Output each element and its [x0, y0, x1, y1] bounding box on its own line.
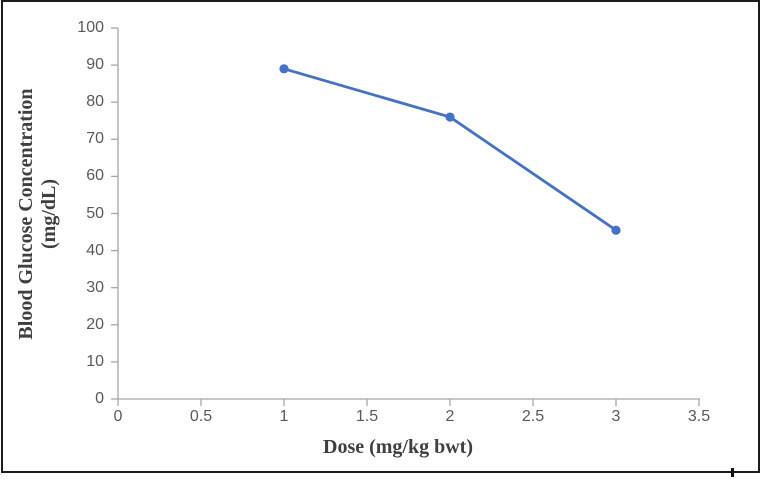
x-tick-label: 1 [279, 408, 289, 425]
series-line [282, 67, 618, 232]
x-tick-label: 2.5 [521, 408, 545, 425]
cursor-artifact [731, 468, 734, 477]
y-tick-label: 0 [95, 390, 104, 407]
y-tick-label: 30 [86, 278, 104, 296]
x-tick-label: 3 [611, 408, 621, 425]
y-tick-label: 80 [86, 93, 104, 111]
data-point-marker [279, 64, 289, 74]
y-axis-title-line1: Blood Glucose Concentration [15, 88, 37, 340]
y-tick-label: 60 [86, 167, 104, 185]
x-tick-label: 1.5 [355, 408, 379, 425]
x-axis-title: Dose (mg/kg bwt) [323, 436, 473, 458]
data-point-marker [611, 225, 621, 235]
x-tick-label: 2 [445, 408, 455, 425]
y-tick-label: 40 [86, 241, 104, 259]
y-tick-label: 90 [86, 56, 104, 74]
y-axis-title: Blood Glucose Concentration (mg/dL) [15, 24, 61, 404]
x-tick-label: 0 [113, 408, 123, 425]
x-tick-label: 3.5 [687, 408, 711, 425]
y-tick-label: 70 [86, 130, 104, 148]
y-tick-label: 20 [86, 315, 104, 333]
y-tick-label: 10 [86, 352, 104, 370]
data-point-marker [445, 112, 455, 122]
y-axis-title-line2: (mg/dL) [38, 179, 60, 249]
y-tick-label: 100 [77, 19, 104, 36]
y-tick-label: 50 [86, 204, 104, 222]
x-tick-label: 0.5 [189, 408, 213, 425]
